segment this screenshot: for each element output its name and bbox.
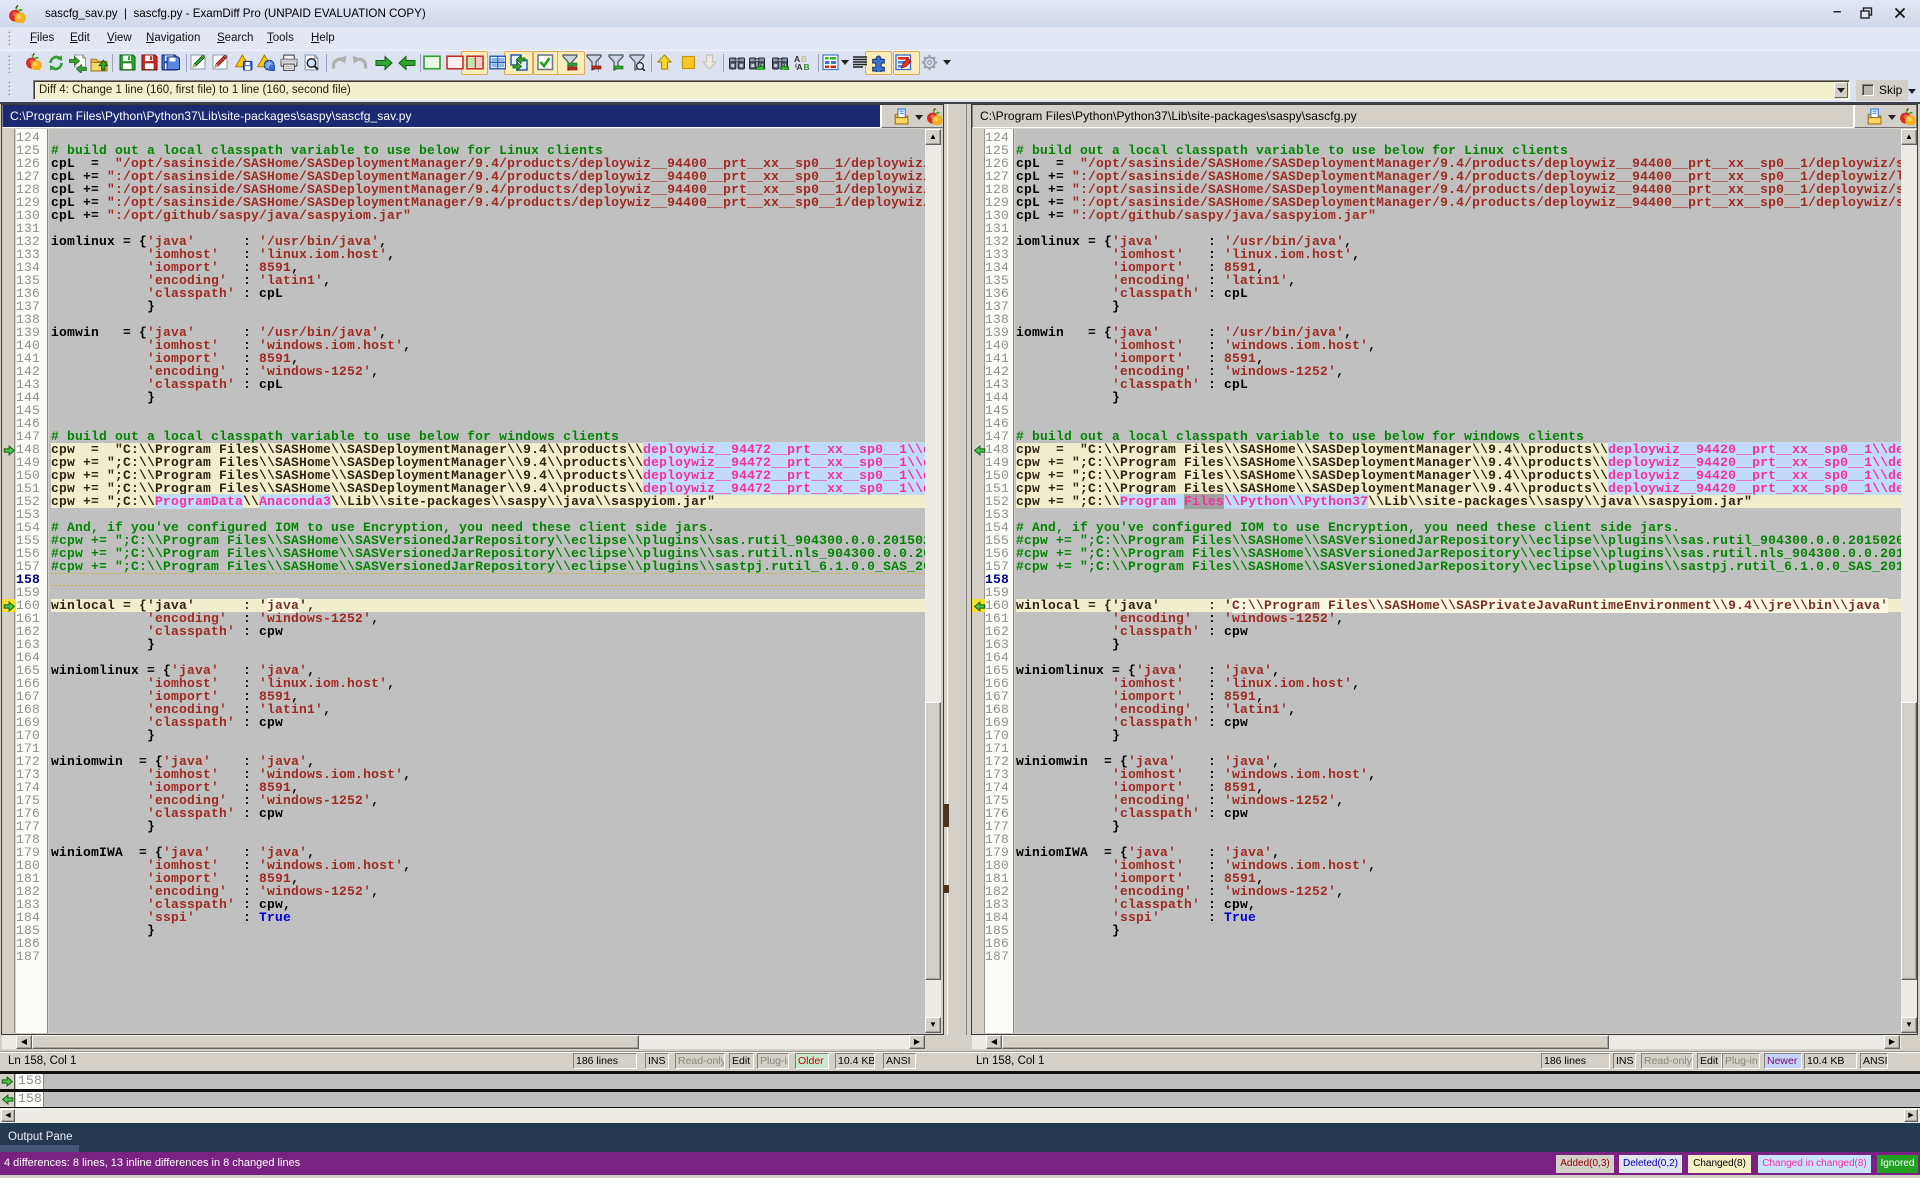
svg-text:B: B xyxy=(804,62,810,71)
svg-text:B: B xyxy=(801,54,807,64)
svg-text:A: A xyxy=(794,54,800,64)
svg-text:A: A xyxy=(797,62,803,71)
